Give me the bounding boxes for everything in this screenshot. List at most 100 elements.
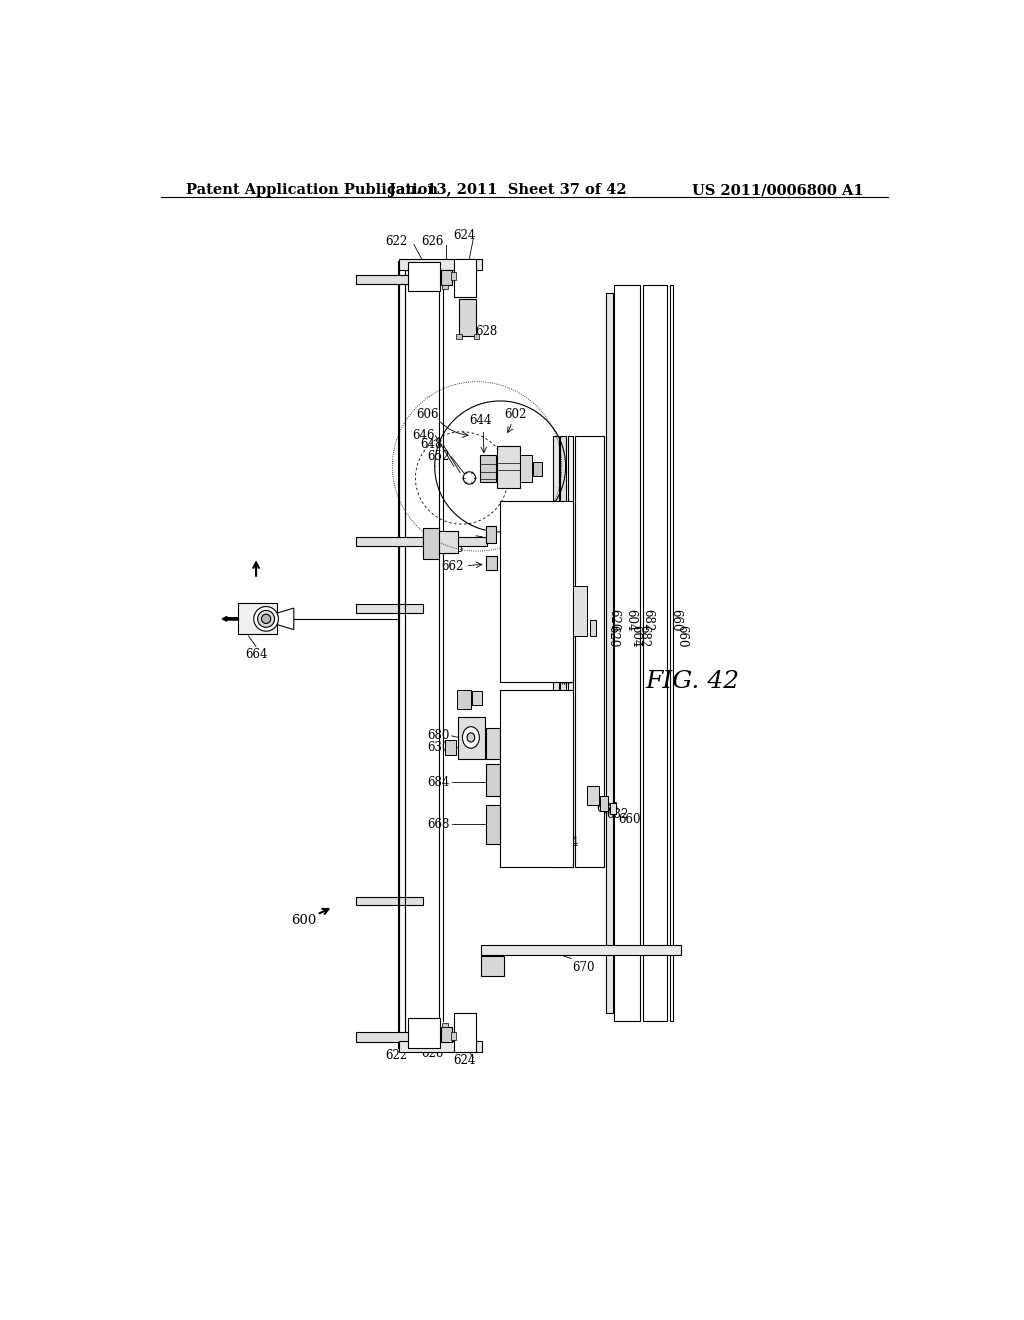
Text: 660: 660 (670, 609, 682, 632)
Text: 682: 682 (637, 624, 650, 647)
Bar (532, 462, 542, 475)
Text: 622: 622 (385, 1049, 408, 1063)
Text: 606: 606 (416, 408, 438, 421)
Text: 670: 670 (571, 961, 594, 974)
Bar (600, 796, 608, 812)
Text: 602: 602 (505, 408, 526, 421)
Bar (486, 556, 497, 570)
Bar (500, 689, 573, 867)
Bar (574, 436, 604, 867)
Text: 668: 668 (428, 818, 451, 832)
Bar (643, 285, 668, 1020)
Text: 622: 622 (385, 235, 408, 248)
Text: 624: 624 (453, 228, 475, 242)
Text: Patent Application Publication: Patent Application Publication (186, 183, 438, 197)
Text: 634: 634 (545, 609, 558, 632)
Text: 660: 660 (618, 813, 641, 825)
Bar (451, 272, 456, 280)
Bar (486, 729, 500, 759)
Ellipse shape (254, 607, 279, 631)
Bar (500, 502, 573, 682)
Text: 682: 682 (641, 610, 654, 631)
Text: US 2011/0006800 A1: US 2011/0006800 A1 (692, 183, 863, 197)
Text: 684: 684 (428, 776, 451, 788)
Bar (451, 1032, 456, 1040)
Bar (423, 528, 438, 558)
Bar (486, 805, 500, 843)
Bar (590, 620, 596, 636)
Bar (398, 1040, 481, 1052)
Text: 630: 630 (428, 741, 451, 754)
Bar (610, 803, 616, 814)
Text: 653: 653 (441, 541, 464, 554)
Text: 614: 614 (538, 717, 551, 739)
Bar (408, 261, 440, 290)
Bar (458, 717, 484, 759)
Bar (480, 455, 496, 482)
Bar (606, 293, 612, 1014)
Text: 682: 682 (606, 808, 629, 821)
Text: 626: 626 (421, 1047, 443, 1060)
Bar (497, 446, 520, 488)
Bar (587, 785, 599, 805)
Bar (457, 689, 471, 709)
Bar (553, 436, 559, 867)
Text: FIG. 42: FIG. 42 (645, 671, 739, 693)
Text: 620: 620 (607, 610, 620, 631)
Bar (472, 692, 481, 705)
Bar (481, 945, 681, 956)
Bar (356, 605, 423, 612)
Text: 654: 654 (554, 717, 566, 739)
Bar (550, 742, 564, 747)
Text: 628: 628 (475, 325, 498, 338)
Bar (460, 298, 476, 335)
Text: 618: 618 (519, 829, 541, 842)
Bar (486, 763, 500, 796)
Text: 618: 618 (537, 748, 550, 770)
Bar (454, 1014, 475, 1052)
Text: 654: 654 (556, 836, 579, 849)
Text: 600: 600 (291, 915, 316, 927)
Bar (408, 1019, 440, 1048)
Bar (356, 896, 423, 906)
Bar (444, 739, 457, 755)
Circle shape (463, 471, 475, 484)
Bar (356, 275, 409, 284)
Bar (456, 334, 462, 339)
Bar (568, 436, 573, 867)
Text: 664: 664 (245, 648, 267, 661)
Text: 660: 660 (676, 624, 689, 647)
Bar (441, 285, 447, 289)
Ellipse shape (463, 726, 479, 748)
Text: 626: 626 (421, 235, 443, 248)
Text: 620: 620 (606, 624, 620, 647)
Text: 624: 624 (453, 1055, 475, 1068)
Text: 604: 604 (625, 609, 638, 632)
Bar (670, 285, 674, 1020)
Bar (573, 586, 587, 636)
Text: 686: 686 (596, 801, 618, 814)
Bar (614, 285, 640, 1020)
Text: 662: 662 (441, 560, 464, 573)
Text: 634: 634 (558, 663, 570, 685)
Text: 616: 616 (538, 832, 560, 845)
Bar (239, 603, 276, 635)
Bar (441, 271, 453, 285)
Text: 652: 652 (428, 450, 451, 463)
Bar (520, 455, 531, 482)
FancyArrow shape (222, 616, 239, 622)
Bar (356, 1032, 409, 1041)
Text: 648: 648 (420, 438, 442, 451)
Bar (486, 527, 496, 544)
Ellipse shape (258, 610, 274, 627)
Bar (474, 334, 478, 339)
Bar (356, 537, 487, 545)
Text: 646: 646 (413, 429, 435, 442)
Bar (441, 1023, 447, 1027)
Bar (560, 436, 566, 867)
Text: 614: 614 (548, 834, 570, 846)
Bar (454, 259, 475, 297)
Text: 616: 616 (545, 717, 558, 739)
Bar (481, 956, 504, 977)
Bar (441, 1027, 453, 1043)
